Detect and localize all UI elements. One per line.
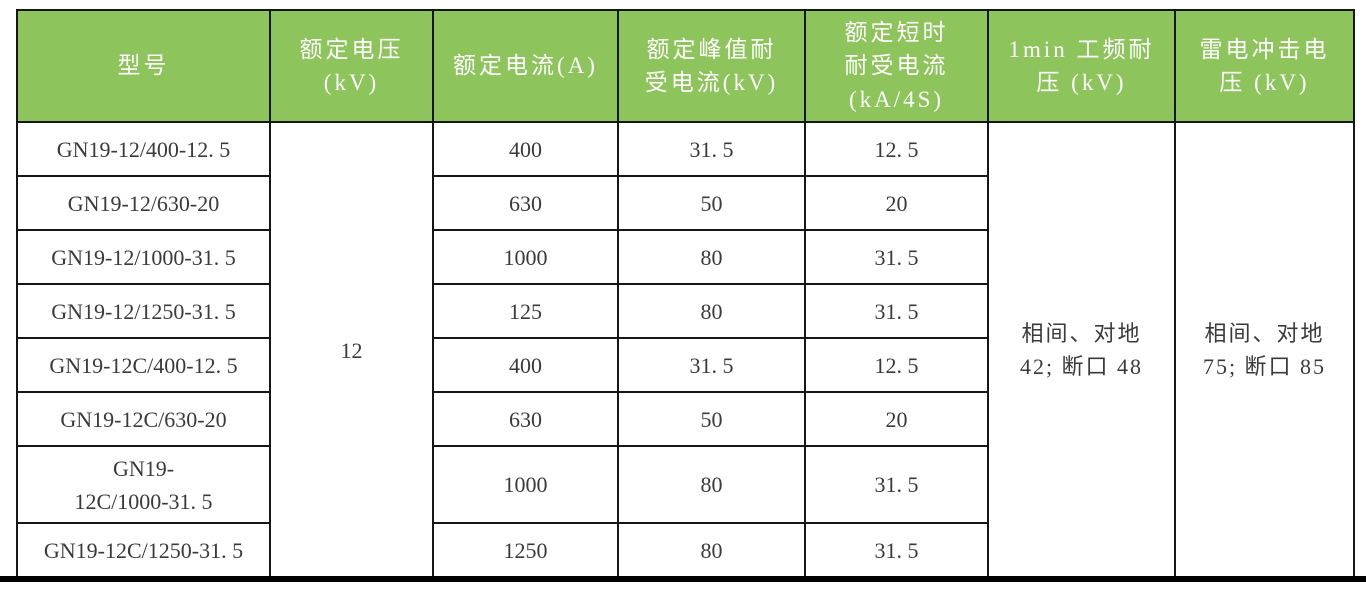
table-row: GN19-12C/630-20 630 50 20 bbox=[16, 391, 1354, 447]
cell-rated-current: 125 bbox=[432, 283, 619, 339]
cell-short-time-withstand: 20 bbox=[804, 391, 989, 447]
table-header-row: 型号 额定电压 (kV) 额定电流(A) 额定峰值耐 受电流(kV) 额定短时 … bbox=[16, 9, 1355, 123]
table-row: GN19- 12C/1000-31. 5 1000 80 31. 5 bbox=[16, 445, 1354, 524]
cell-peak-withstand: 80 bbox=[617, 283, 806, 339]
cell-short-time-withstand: 12. 5 bbox=[804, 337, 989, 393]
cell-peak-withstand: 50 bbox=[617, 175, 806, 231]
cell-model: GN19-12C/1250-31. 5 bbox=[16, 522, 271, 579]
cell-peak-withstand: 31. 5 bbox=[617, 337, 806, 393]
header-peak-withstand-current: 额定峰值耐 受电流(kV) bbox=[617, 9, 806, 123]
header-rated-voltage: 额定电压 (kV) bbox=[269, 9, 434, 123]
cell-model: GN19-12/400-12. 5 bbox=[16, 121, 271, 177]
cell-short-time-withstand: 31. 5 bbox=[804, 283, 989, 339]
cell-short-time-withstand: 20 bbox=[804, 175, 989, 231]
table-row: GN19-12/630-20 630 50 20 bbox=[16, 175, 1354, 231]
cell-model: GN19- 12C/1000-31. 5 bbox=[16, 445, 271, 524]
cell-short-time-withstand: 31. 5 bbox=[804, 445, 989, 524]
cell-peak-withstand: 80 bbox=[617, 229, 806, 285]
cell-peak-withstand: 80 bbox=[617, 522, 806, 579]
cell-rated-current: 400 bbox=[432, 121, 619, 177]
header-power-frequency-withstand-voltage: 1min 工频耐 压 (kV) bbox=[987, 9, 1176, 123]
cell-short-time-withstand: 12. 5 bbox=[804, 121, 989, 177]
header-lightning-impulse-voltage: 雷电冲击电 压 (kV) bbox=[1174, 9, 1355, 123]
cell-model: GN19-12/1000-31. 5 bbox=[16, 229, 271, 285]
spec-table: 型号 额定电压 (kV) 额定电流(A) 额定峰值耐 受电流(kV) 额定短时 … bbox=[16, 9, 1355, 579]
cell-lightning-impulse-merged: 相间、对地 75; 断口 85 bbox=[1174, 121, 1355, 579]
cell-rated-current: 630 bbox=[432, 175, 619, 231]
header-model: 型号 bbox=[16, 9, 271, 123]
header-rated-current: 额定电流(A) bbox=[432, 9, 619, 123]
cell-model: GN19-12/1250-31. 5 bbox=[16, 283, 271, 339]
cell-model: GN19-12C/400-12. 5 bbox=[16, 337, 271, 393]
page-bottom-rule bbox=[0, 576, 1366, 582]
cell-rated-current: 630 bbox=[432, 391, 619, 447]
cell-rated-current: 1000 bbox=[432, 229, 619, 285]
header-short-time-withstand-current: 额定短时 耐受电流 (kA/4S) bbox=[804, 9, 989, 123]
cell-peak-withstand: 50 bbox=[617, 391, 806, 447]
cell-short-time-withstand: 31. 5 bbox=[804, 522, 989, 579]
table-row: GN19-12C/400-12. 5 400 31. 5 12. 5 bbox=[16, 337, 1354, 393]
table-row: GN19-12C/1250-31. 5 1250 80 31. 5 bbox=[16, 522, 1354, 579]
cell-short-time-withstand: 31. 5 bbox=[804, 229, 989, 285]
cell-model: GN19-12C/630-20 bbox=[16, 391, 271, 447]
cell-model: GN19-12/630-20 bbox=[16, 175, 271, 231]
cell-peak-withstand: 80 bbox=[617, 445, 806, 524]
cell-rated-current: 400 bbox=[432, 337, 619, 393]
table-row: GN19-12/1000-31. 5 1000 80 31. 5 bbox=[16, 229, 1354, 285]
cell-rated-voltage-merged: 12 bbox=[269, 121, 434, 579]
cell-rated-current: 1250 bbox=[432, 522, 619, 579]
table-row: GN19-12/1250-31. 5 125 80 31. 5 bbox=[16, 283, 1354, 339]
cell-peak-withstand: 31. 5 bbox=[617, 121, 806, 177]
cell-rated-current: 1000 bbox=[432, 445, 619, 524]
table-row: GN19-12/400-12. 5 12 400 31. 5 12. 5 相间、… bbox=[16, 121, 1355, 579]
cell-power-frequency-merged: 相间、对地 42; 断口 48 bbox=[987, 121, 1176, 579]
